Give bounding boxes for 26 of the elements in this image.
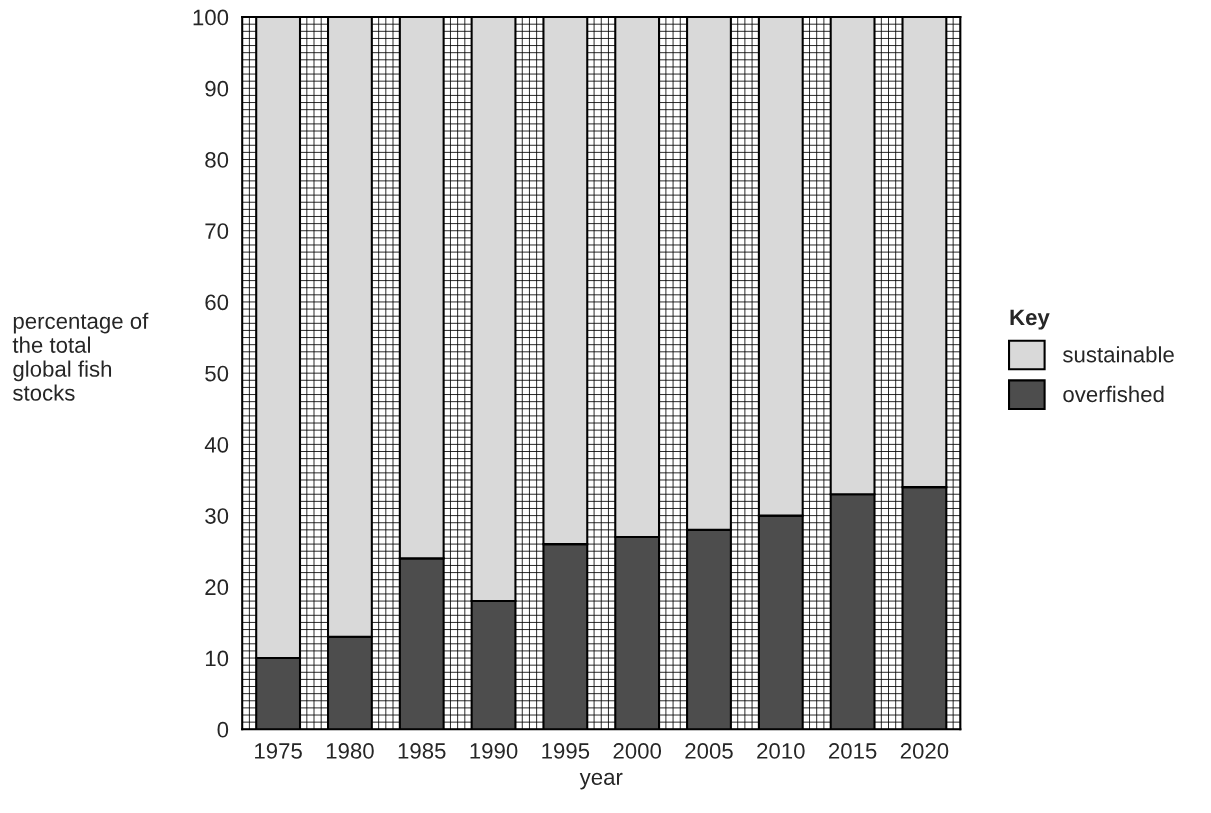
y-tick-label: 50 bbox=[205, 365, 229, 382]
y-tick-label: 20 bbox=[205, 579, 229, 596]
y-tick-label: 100 bbox=[193, 9, 229, 26]
x-tick-label: 1990 bbox=[470, 743, 518, 759]
y-tick-label: 90 bbox=[205, 80, 229, 97]
x-tick-label: 2015 bbox=[829, 743, 877, 759]
legend-label: overfished bbox=[1063, 385, 1164, 403]
y-tick-label: 40 bbox=[204, 436, 229, 453]
y-tick-label: 60 bbox=[205, 294, 229, 311]
x-axis-title: year bbox=[579, 772, 623, 790]
y-axis-title: percentage of the total global fish stocks bbox=[12, 312, 149, 401]
x-tick-label: 1995 bbox=[542, 743, 590, 759]
x-tick-label: 2005 bbox=[685, 743, 733, 759]
y-tick-label: 10 bbox=[205, 650, 229, 667]
y-tick-label: 70 bbox=[205, 223, 229, 239]
y-tick-label: 0 bbox=[217, 721, 229, 738]
x-tick-label: 2010 bbox=[757, 743, 805, 759]
x-tick-label: 1975 bbox=[255, 743, 302, 759]
x-tick-label: 2020 bbox=[900, 743, 949, 759]
y-tick-label: 80 bbox=[205, 152, 229, 168]
legend-title: Key bbox=[1010, 309, 1050, 330]
x-tick-label: 2000 bbox=[613, 743, 662, 759]
legend-label: sustainable bbox=[1063, 346, 1174, 363]
x-tick-label: 1980 bbox=[326, 743, 374, 759]
x-tick-label: 1985 bbox=[398, 743, 446, 759]
y-tick-label: 30 bbox=[205, 508, 229, 524]
